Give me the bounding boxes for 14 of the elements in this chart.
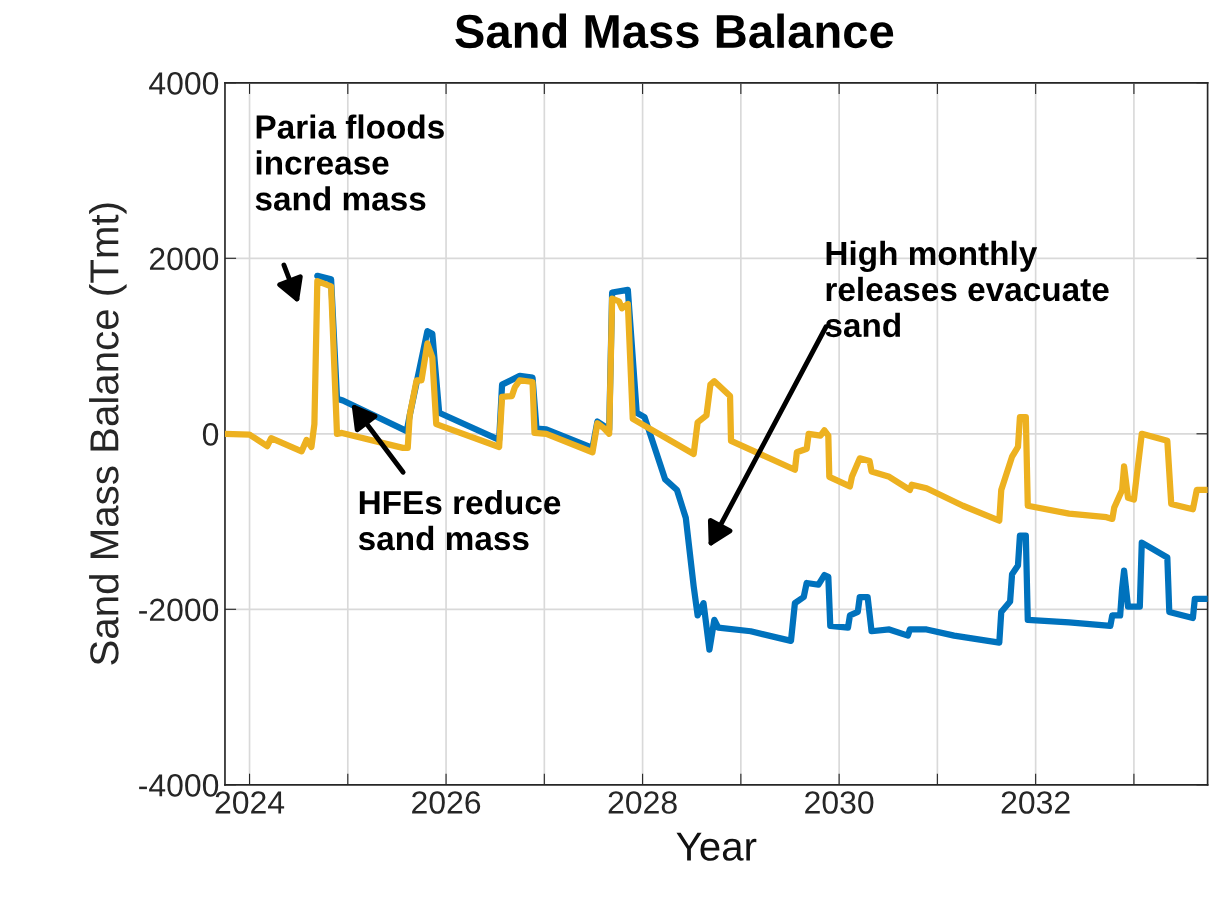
chart-title: Sand Mass Balance [455, 13, 894, 49]
annotation: High monthly releases evacuate sand [825, 240, 1109, 338]
x-tick-label: 2032 [1001, 791, 1070, 814]
y-tick-label: 2000 [149, 247, 219, 271]
x-axis-title: Year [676, 832, 757, 861]
x-tick-label: 2028 [608, 791, 677, 814]
annotation: Paria floods increase sand mass [255, 114, 444, 211]
x-tick-label: 2030 [805, 791, 874, 814]
y-tick-label: 0 [202, 423, 219, 446]
x-tick-label: 2026 [412, 791, 481, 814]
annotation: HFEs reduce sand mass [358, 489, 561, 551]
y-axis-title: Sand Mass Balance (Tmt) [89, 203, 127, 665]
y-tick-label: 4000 [149, 72, 219, 95]
y-tick-label: -2000 [139, 598, 219, 622]
